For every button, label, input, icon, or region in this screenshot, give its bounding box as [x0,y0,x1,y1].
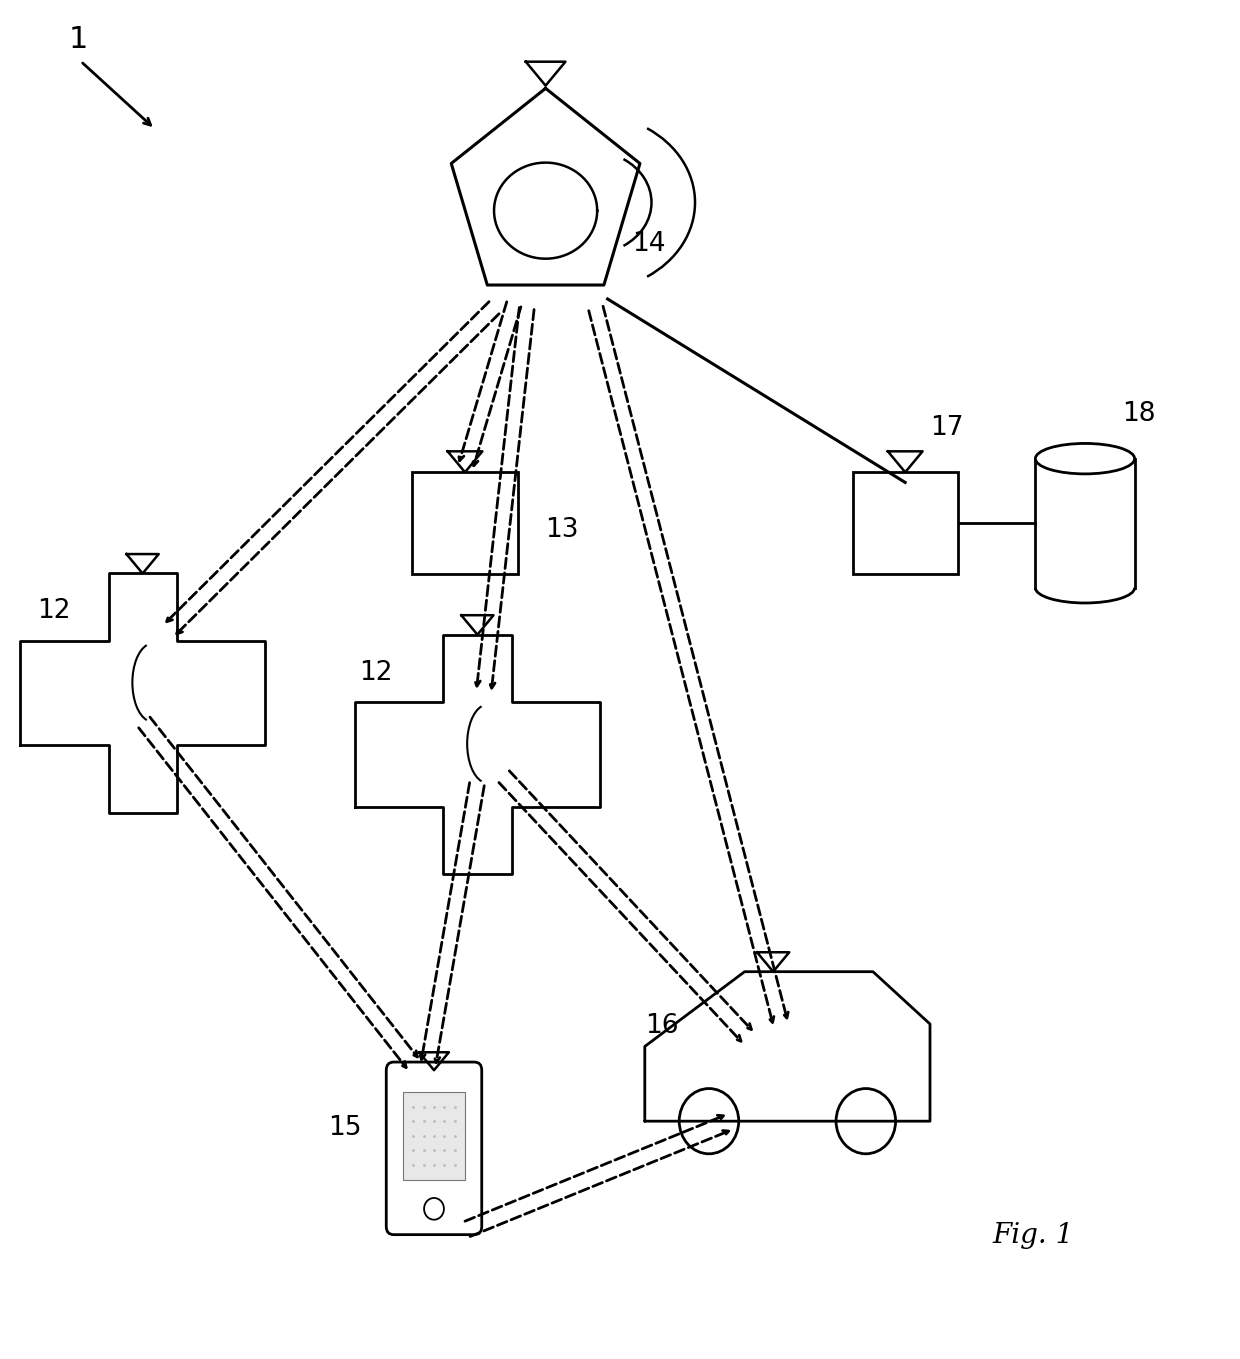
Ellipse shape [1035,443,1135,474]
FancyBboxPatch shape [387,1063,481,1234]
Text: 16: 16 [645,1012,678,1038]
Text: 14: 14 [632,231,666,257]
Bar [412,473,518,573]
Text: 1: 1 [68,24,88,53]
Text: 12: 12 [37,598,71,624]
Bar [853,473,957,573]
Text: 18: 18 [1122,401,1156,427]
Text: 13: 13 [546,516,579,542]
Text: Fig. 1: Fig. 1 [992,1223,1074,1249]
Text: 12: 12 [360,659,393,685]
Text: 15: 15 [329,1114,362,1140]
Bar [403,1093,465,1180]
Text: 17: 17 [930,414,963,440]
